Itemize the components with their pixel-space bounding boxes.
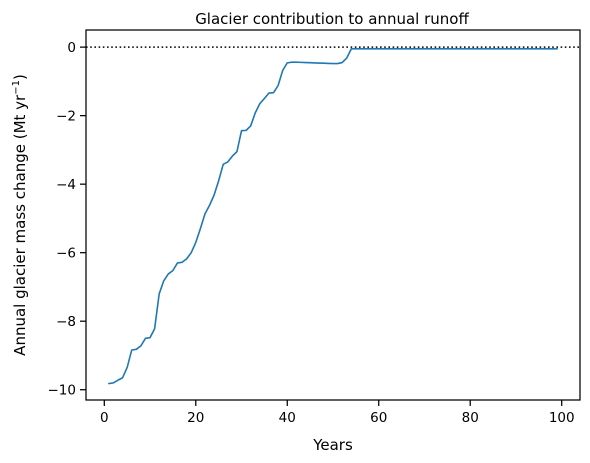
x-tick-label: 80 <box>462 410 479 426</box>
x-tick-label: 60 <box>370 410 387 426</box>
x-axis-label: Years <box>312 436 353 454</box>
y-tick-label: −6 <box>56 246 76 262</box>
y-tick-label: −4 <box>56 177 76 193</box>
y-axis-label-exponent: −1 <box>11 80 22 95</box>
y-tick-label: −10 <box>48 383 77 399</box>
y-axis-label-close: ) <box>11 74 29 80</box>
x-tick-label: 100 <box>549 410 575 426</box>
x-axis: 0 20 40 60 80 100 <box>100 400 575 426</box>
series-line-1 <box>108 48 558 385</box>
x-tick-label: 40 <box>279 410 296 426</box>
chart-title: Glacier contribution to annual runoff <box>195 10 469 28</box>
x-tick-label: 20 <box>187 410 204 426</box>
plot-area <box>86 46 580 385</box>
x-tick-label: 0 <box>100 410 109 426</box>
y-axis: 0 −2 −4 −6 −8 −10 <box>48 40 86 399</box>
y-tick-label: −8 <box>56 314 76 330</box>
y-tick-label: 0 <box>67 40 76 56</box>
y-axis-label-main: Annual glacier mass change (Mt yr <box>11 94 29 356</box>
plot-frame <box>85 29 581 401</box>
y-tick-label: −2 <box>56 109 76 125</box>
y-axis-label: Annual glacier mass change (Mt yr−1) <box>11 74 29 356</box>
